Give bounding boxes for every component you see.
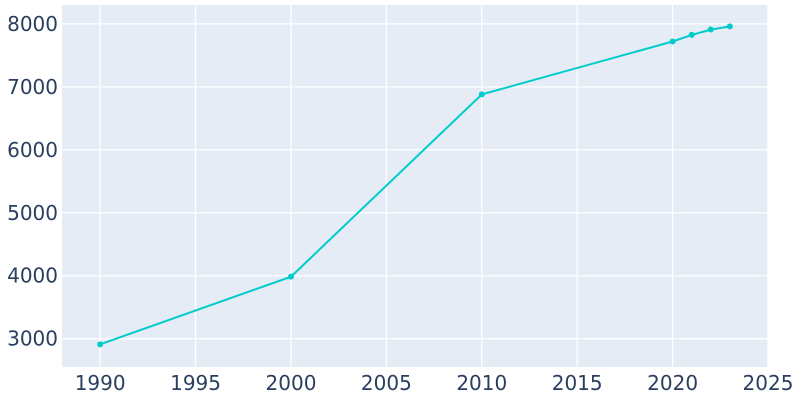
data-point[interactable] — [688, 31, 695, 38]
y-tick-label: 7000 — [7, 75, 58, 99]
data-point[interactable] — [669, 38, 676, 45]
data-point[interactable] — [726, 23, 733, 30]
plot-background — [62, 5, 768, 367]
y-tick-label: 8000 — [7, 12, 58, 36]
y-tick-label: 4000 — [7, 264, 58, 288]
x-tick-label: 2010 — [456, 371, 507, 395]
y-axis-tick-labels: 3000 4000 5000 6000 7000 8000 — [7, 12, 58, 351]
x-tick-label: 2025 — [743, 371, 794, 395]
x-tick-label: 2005 — [361, 371, 412, 395]
y-gridlines — [62, 23, 768, 340]
data-point[interactable] — [707, 26, 714, 33]
x-tick-label: 2020 — [647, 371, 698, 395]
y-tick-label: 6000 — [7, 138, 58, 162]
data-point[interactable] — [287, 273, 294, 280]
x-tick-label: 2015 — [552, 371, 603, 395]
y-tick-label: 3000 — [7, 327, 58, 351]
x-axis-tick-labels: 1990 1995 2000 2005 2010 2015 2020 2025 — [75, 371, 794, 395]
y-tick-label: 5000 — [7, 201, 58, 225]
data-point[interactable] — [97, 341, 104, 348]
x-gridlines — [99, 5, 769, 367]
x-tick-label: 1990 — [75, 371, 126, 395]
series-group — [97, 23, 733, 348]
x-tick-label: 2000 — [266, 371, 317, 395]
x-tick-label: 1995 — [170, 371, 221, 395]
data-point[interactable] — [478, 91, 485, 98]
